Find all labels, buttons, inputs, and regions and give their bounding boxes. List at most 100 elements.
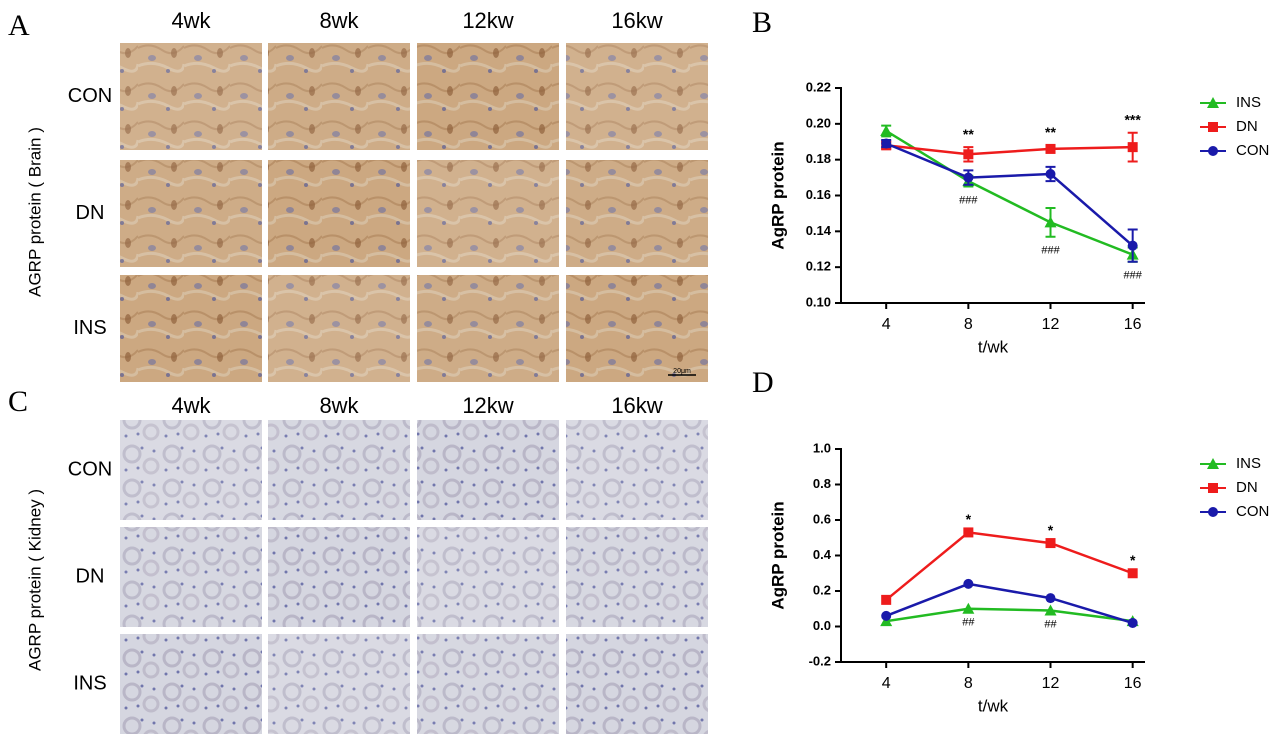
legend-label: CON <box>1236 142 1269 159</box>
column-header: 8wk <box>319 8 359 33</box>
micrograph <box>268 275 410 382</box>
legend-label: DN <box>1236 118 1258 135</box>
axis-label: AGRP protein ( Kidney ) <box>25 489 44 671</box>
point <box>1045 143 1056 154</box>
y-tick-label: 1.0 <box>813 440 831 455</box>
point <box>1045 538 1056 549</box>
x-tick-label: 4 <box>882 675 891 692</box>
row-label: INS <box>73 672 106 694</box>
micrograph <box>417 420 559 520</box>
micrograph <box>268 160 410 267</box>
x-axis-label: t/wk <box>978 337 1009 356</box>
y-tick-label: 0.12 <box>806 259 831 274</box>
point <box>1045 593 1056 604</box>
micrograph <box>268 634 410 734</box>
legend-label: DN <box>1236 479 1258 496</box>
micrograph <box>417 160 559 267</box>
significance-mark: ** <box>1045 124 1056 140</box>
micrograph <box>120 275 262 382</box>
legend-label: INS <box>1236 455 1261 472</box>
micrograph <box>120 634 262 734</box>
y-tick-label: 0.14 <box>806 223 832 238</box>
legend-label: INS <box>1236 94 1261 111</box>
row-label: INS <box>73 317 106 339</box>
y-tick-label: 0.6 <box>813 511 831 526</box>
y-tick-label: 0.0 <box>813 618 831 633</box>
point <box>963 578 974 589</box>
micrograph <box>120 527 262 627</box>
legend-marker <box>1208 122 1218 132</box>
series-line <box>885 531 1134 601</box>
series-line <box>886 607 1133 623</box>
micrograph <box>268 420 410 520</box>
column-header: 16kw <box>611 393 662 418</box>
legend-marker <box>1207 458 1219 469</box>
point <box>1127 617 1138 628</box>
micrograph <box>417 275 559 382</box>
x-tick-label: 16 <box>1124 675 1142 692</box>
scale-bar-label: 20μm <box>673 368 691 375</box>
point <box>1044 216 1057 228</box>
x-tick-label: 12 <box>1042 316 1060 333</box>
row-label: DN <box>76 565 105 587</box>
series-line <box>885 142 1134 247</box>
micrograph <box>566 420 708 520</box>
micrograph <box>566 160 708 267</box>
significance-mark: ### <box>959 194 978 206</box>
column-header: 8wk <box>319 393 359 418</box>
legend-marker <box>1208 507 1218 517</box>
micrograph <box>120 420 262 520</box>
significance-mark: ### <box>1123 270 1142 282</box>
column-header: 12kw <box>462 8 513 33</box>
y-tick-label: 0.4 <box>813 547 832 562</box>
micrograph <box>417 43 559 150</box>
significance-mark: ## <box>962 617 975 629</box>
panel-letter: C <box>8 385 28 418</box>
significance-mark: ### <box>1041 245 1060 257</box>
x-tick-label: 4 <box>882 316 891 333</box>
micrograph <box>120 160 262 267</box>
point <box>1044 604 1057 616</box>
point <box>881 138 892 149</box>
y-tick-label: 0.18 <box>806 151 831 166</box>
significance-mark: *** <box>1124 111 1141 127</box>
x-tick-label: 12 <box>1042 675 1060 692</box>
micrograph <box>417 527 559 627</box>
point <box>881 594 892 605</box>
point <box>881 610 892 621</box>
column-header: 4wk <box>171 393 211 418</box>
column-header: 4wk <box>171 8 211 33</box>
row-label: CON <box>68 85 112 107</box>
legend-label: CON <box>1236 503 1269 520</box>
column-header: 12kw <box>462 393 513 418</box>
point <box>1127 568 1138 579</box>
micrograph <box>566 634 708 734</box>
point <box>963 527 974 538</box>
significance-mark: ** <box>963 126 974 142</box>
significance-mark: * <box>1048 522 1054 538</box>
legend-marker <box>1207 97 1219 108</box>
y-tick-label: 0.20 <box>806 115 831 130</box>
y-tick-label: 0.2 <box>813 582 831 597</box>
micrograph <box>268 527 410 627</box>
micrograph <box>566 275 708 382</box>
panel-letter: B <box>752 6 772 39</box>
micrograph <box>566 527 708 627</box>
axis-label: AGRP protein ( Brain ) <box>25 127 44 297</box>
y-tick-label: 0.10 <box>806 294 831 309</box>
legend-marker <box>1208 146 1218 156</box>
legend-marker <box>1208 483 1218 493</box>
micrograph <box>417 634 559 734</box>
significance-mark: * <box>966 511 972 527</box>
y-tick-label: 0.16 <box>806 187 831 202</box>
x-tick-label: 8 <box>964 316 973 333</box>
y-axis-label: AgRP protein <box>768 141 787 249</box>
series-line <box>885 582 1134 625</box>
point <box>1127 142 1138 153</box>
point <box>962 602 975 614</box>
y-tick-label: 0.8 <box>813 476 831 491</box>
micrograph <box>120 43 262 150</box>
x-axis-label: t/wk <box>978 696 1009 715</box>
row-label: CON <box>68 458 112 480</box>
micrograph <box>268 43 410 150</box>
